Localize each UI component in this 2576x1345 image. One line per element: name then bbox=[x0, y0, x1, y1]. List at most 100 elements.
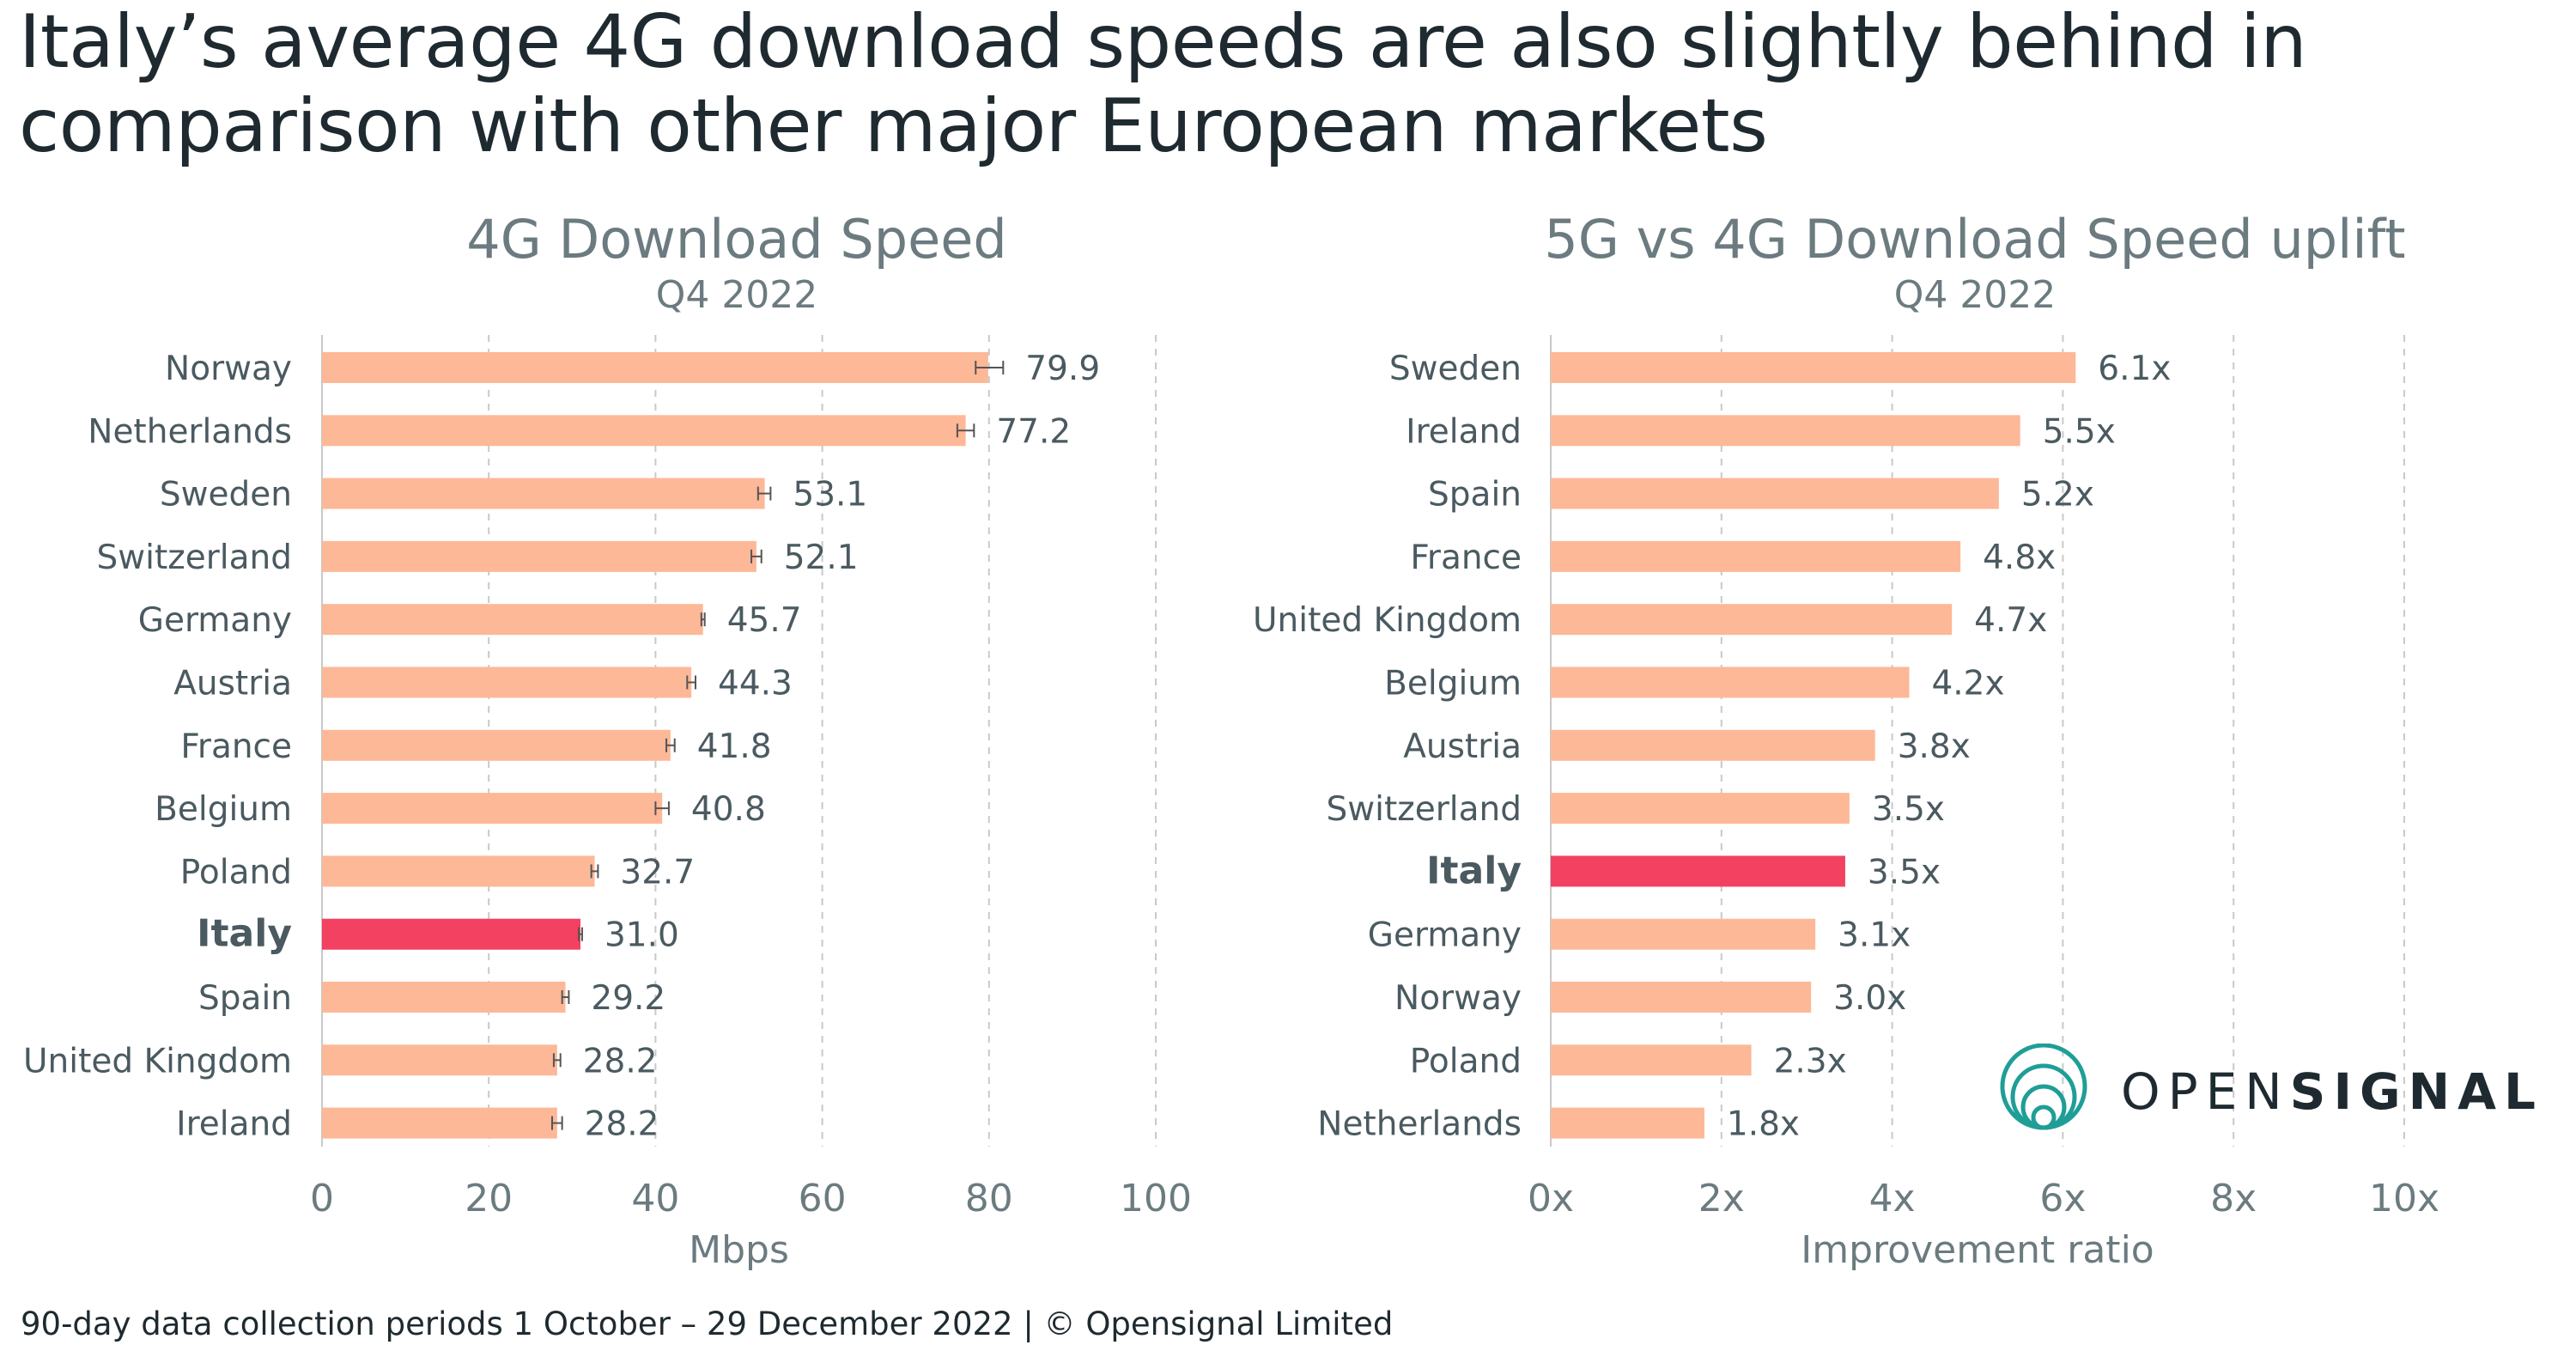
chart1-category-label: Belgium bbox=[155, 790, 292, 829]
chart2-category-label: Ireland bbox=[1406, 412, 1522, 451]
chart1-bar bbox=[322, 982, 566, 1013]
chart2-value-label: 4.8x bbox=[1983, 539, 2056, 577]
chart2-tick-label: 0x bbox=[1528, 1177, 1574, 1220]
chart2-tick-label: 6x bbox=[2039, 1177, 2086, 1220]
chart1-value-label: 77.2 bbox=[996, 412, 1071, 451]
chart2-bar bbox=[1551, 982, 1812, 1013]
chart1-bar bbox=[322, 1044, 557, 1076]
chart2-bar bbox=[1551, 415, 2020, 447]
chart1-xlabel: Mbps bbox=[689, 1228, 789, 1272]
chart2-category-label: United Kingdom bbox=[1253, 601, 1522, 640]
chart2-bar bbox=[1551, 666, 1910, 698]
chart1-bar bbox=[322, 666, 692, 698]
chart1-value-label: 44.3 bbox=[718, 665, 793, 703]
chart2-category-label: Italy bbox=[1426, 849, 1522, 892]
chart2-bar bbox=[1551, 918, 1816, 950]
chart1-category-label: Spain bbox=[198, 979, 292, 1018]
chart2-category-label: Germany bbox=[1368, 916, 1522, 955]
logo-wordmark: OPENSIGNAL bbox=[2121, 1062, 2543, 1121]
chart1-value-label: 31.0 bbox=[605, 916, 679, 955]
chart1-value-label: 52.1 bbox=[784, 539, 859, 577]
chart2-bar bbox=[1551, 1107, 1704, 1139]
chart1-bar bbox=[322, 855, 595, 887]
chart1-value-label: 40.8 bbox=[691, 790, 766, 829]
chart2-value-label: 3.1x bbox=[1838, 916, 1911, 955]
chart1-value-label: 28.2 bbox=[585, 1105, 659, 1144]
page-headline: Italy’s average 4G download speeds are a… bbox=[19, 0, 2307, 169]
chart2-subtitle: Q4 2022 bbox=[1894, 273, 2057, 317]
chart2-value-label: 6.1x bbox=[2098, 350, 2171, 388]
chart1-value-label: 29.2 bbox=[591, 979, 665, 1018]
chart2-category-label: Poland bbox=[1410, 1042, 1522, 1080]
chart1-category-label: Ireland bbox=[176, 1105, 292, 1144]
chart1-tick-label: 80 bbox=[965, 1177, 1013, 1220]
chart2-tick-label: 2x bbox=[1698, 1177, 1745, 1220]
chart2-category-label: Spain bbox=[1428, 476, 1522, 514]
chart2-value-label: 3.0x bbox=[1833, 979, 1906, 1018]
chart2-value-label: 3.5x bbox=[1872, 790, 1945, 829]
chart2-tick-label: 8x bbox=[2210, 1177, 2257, 1220]
chart1-tick-label: 20 bbox=[465, 1177, 513, 1220]
chart1-tick-label: 60 bbox=[799, 1177, 847, 1220]
chart1-category-label: France bbox=[180, 727, 292, 766]
chart1-category-label: Italy bbox=[197, 912, 292, 956]
chart1-tick-label: 40 bbox=[631, 1177, 679, 1220]
chart1-bar bbox=[322, 918, 581, 950]
logo-word-bold: SIGNAL bbox=[2289, 1062, 2544, 1121]
chart1-category-label: Sweden bbox=[160, 476, 292, 514]
chart2-category-label: France bbox=[1410, 539, 1522, 577]
chart1-category-label: Switzerland bbox=[97, 539, 293, 577]
chart2-value-label: 4.7x bbox=[1974, 601, 2047, 640]
chart2-category-label: Belgium bbox=[1384, 665, 1522, 703]
chart1-bar bbox=[322, 604, 703, 636]
chart2-value-label: 5.5x bbox=[2043, 412, 2116, 451]
chart2-category-label: Switzerland bbox=[1327, 790, 1522, 829]
chart1-value-label: 53.1 bbox=[793, 476, 867, 514]
chart2-title: 5G vs 4G Download Speed uplift bbox=[1544, 208, 2405, 271]
chart2-value-label: 2.3x bbox=[1774, 1042, 1847, 1080]
logo-word-light: OPEN bbox=[2121, 1062, 2290, 1121]
chart2-bar bbox=[1551, 540, 1961, 572]
chart2-value-label: 1.8x bbox=[1727, 1105, 1800, 1144]
chart2-tick-label: 4x bbox=[1869, 1177, 1916, 1220]
chart1-tick-label: 0 bbox=[310, 1177, 334, 1220]
chart1-title: 4G Download Speed bbox=[466, 208, 1006, 271]
chart1-bar bbox=[322, 352, 988, 383]
chart2-tick-label: 10x bbox=[2369, 1177, 2439, 1220]
chart1-category-label: United Kingdom bbox=[23, 1042, 292, 1080]
chart1-value-label: 41.8 bbox=[697, 727, 772, 766]
chart2-value-label: 5.2x bbox=[2021, 476, 2094, 514]
chart1-value-label: 79.9 bbox=[1025, 350, 1100, 388]
chart2-bar bbox=[1551, 793, 1850, 825]
chart1-value-label: 28.2 bbox=[583, 1042, 658, 1080]
chart2-bar bbox=[1551, 729, 1875, 761]
chart2-category-label: Austria bbox=[1403, 727, 1522, 766]
chart1-tick-label: 100 bbox=[1120, 1177, 1192, 1220]
chart1-subtitle: Q4 2022 bbox=[656, 273, 818, 317]
chart1-value-label: 45.7 bbox=[727, 601, 802, 640]
footer-note: 90-day data collection periods 1 October… bbox=[21, 1305, 1394, 1342]
chart1-bar bbox=[322, 540, 756, 572]
chart1-bar bbox=[322, 478, 765, 509]
chart1-category-label: Netherlands bbox=[88, 412, 292, 451]
chart1-bar bbox=[322, 1107, 557, 1139]
chart1-category-label: Norway bbox=[165, 350, 292, 388]
opensignal-logo: OPENSIGNAL bbox=[1992, 1044, 2536, 1138]
chart1-category-label: Poland bbox=[180, 853, 292, 892]
concentric-circles-icon bbox=[2000, 1044, 2087, 1130]
chart1-bar bbox=[322, 793, 663, 825]
chart1-category-label: Austria bbox=[173, 665, 292, 703]
chart2-category-label: Netherlands bbox=[1317, 1105, 1522, 1144]
chart2-bar bbox=[1551, 604, 1953, 636]
chart2-value-label: 3.5x bbox=[1868, 853, 1941, 892]
chart1-category-label: Germany bbox=[138, 601, 292, 640]
chart1-bar bbox=[322, 415, 966, 447]
chart1-value-label: 32.7 bbox=[620, 853, 695, 892]
chart2-category-label: Sweden bbox=[1389, 350, 1522, 388]
chart2-value-label: 3.8x bbox=[1898, 727, 1971, 766]
chart1-bar bbox=[322, 729, 671, 761]
chart2-bar bbox=[1551, 478, 1999, 509]
chart2-category-label: Norway bbox=[1394, 979, 1522, 1018]
chart2-xlabel: Improvement ratio bbox=[1801, 1228, 2154, 1272]
